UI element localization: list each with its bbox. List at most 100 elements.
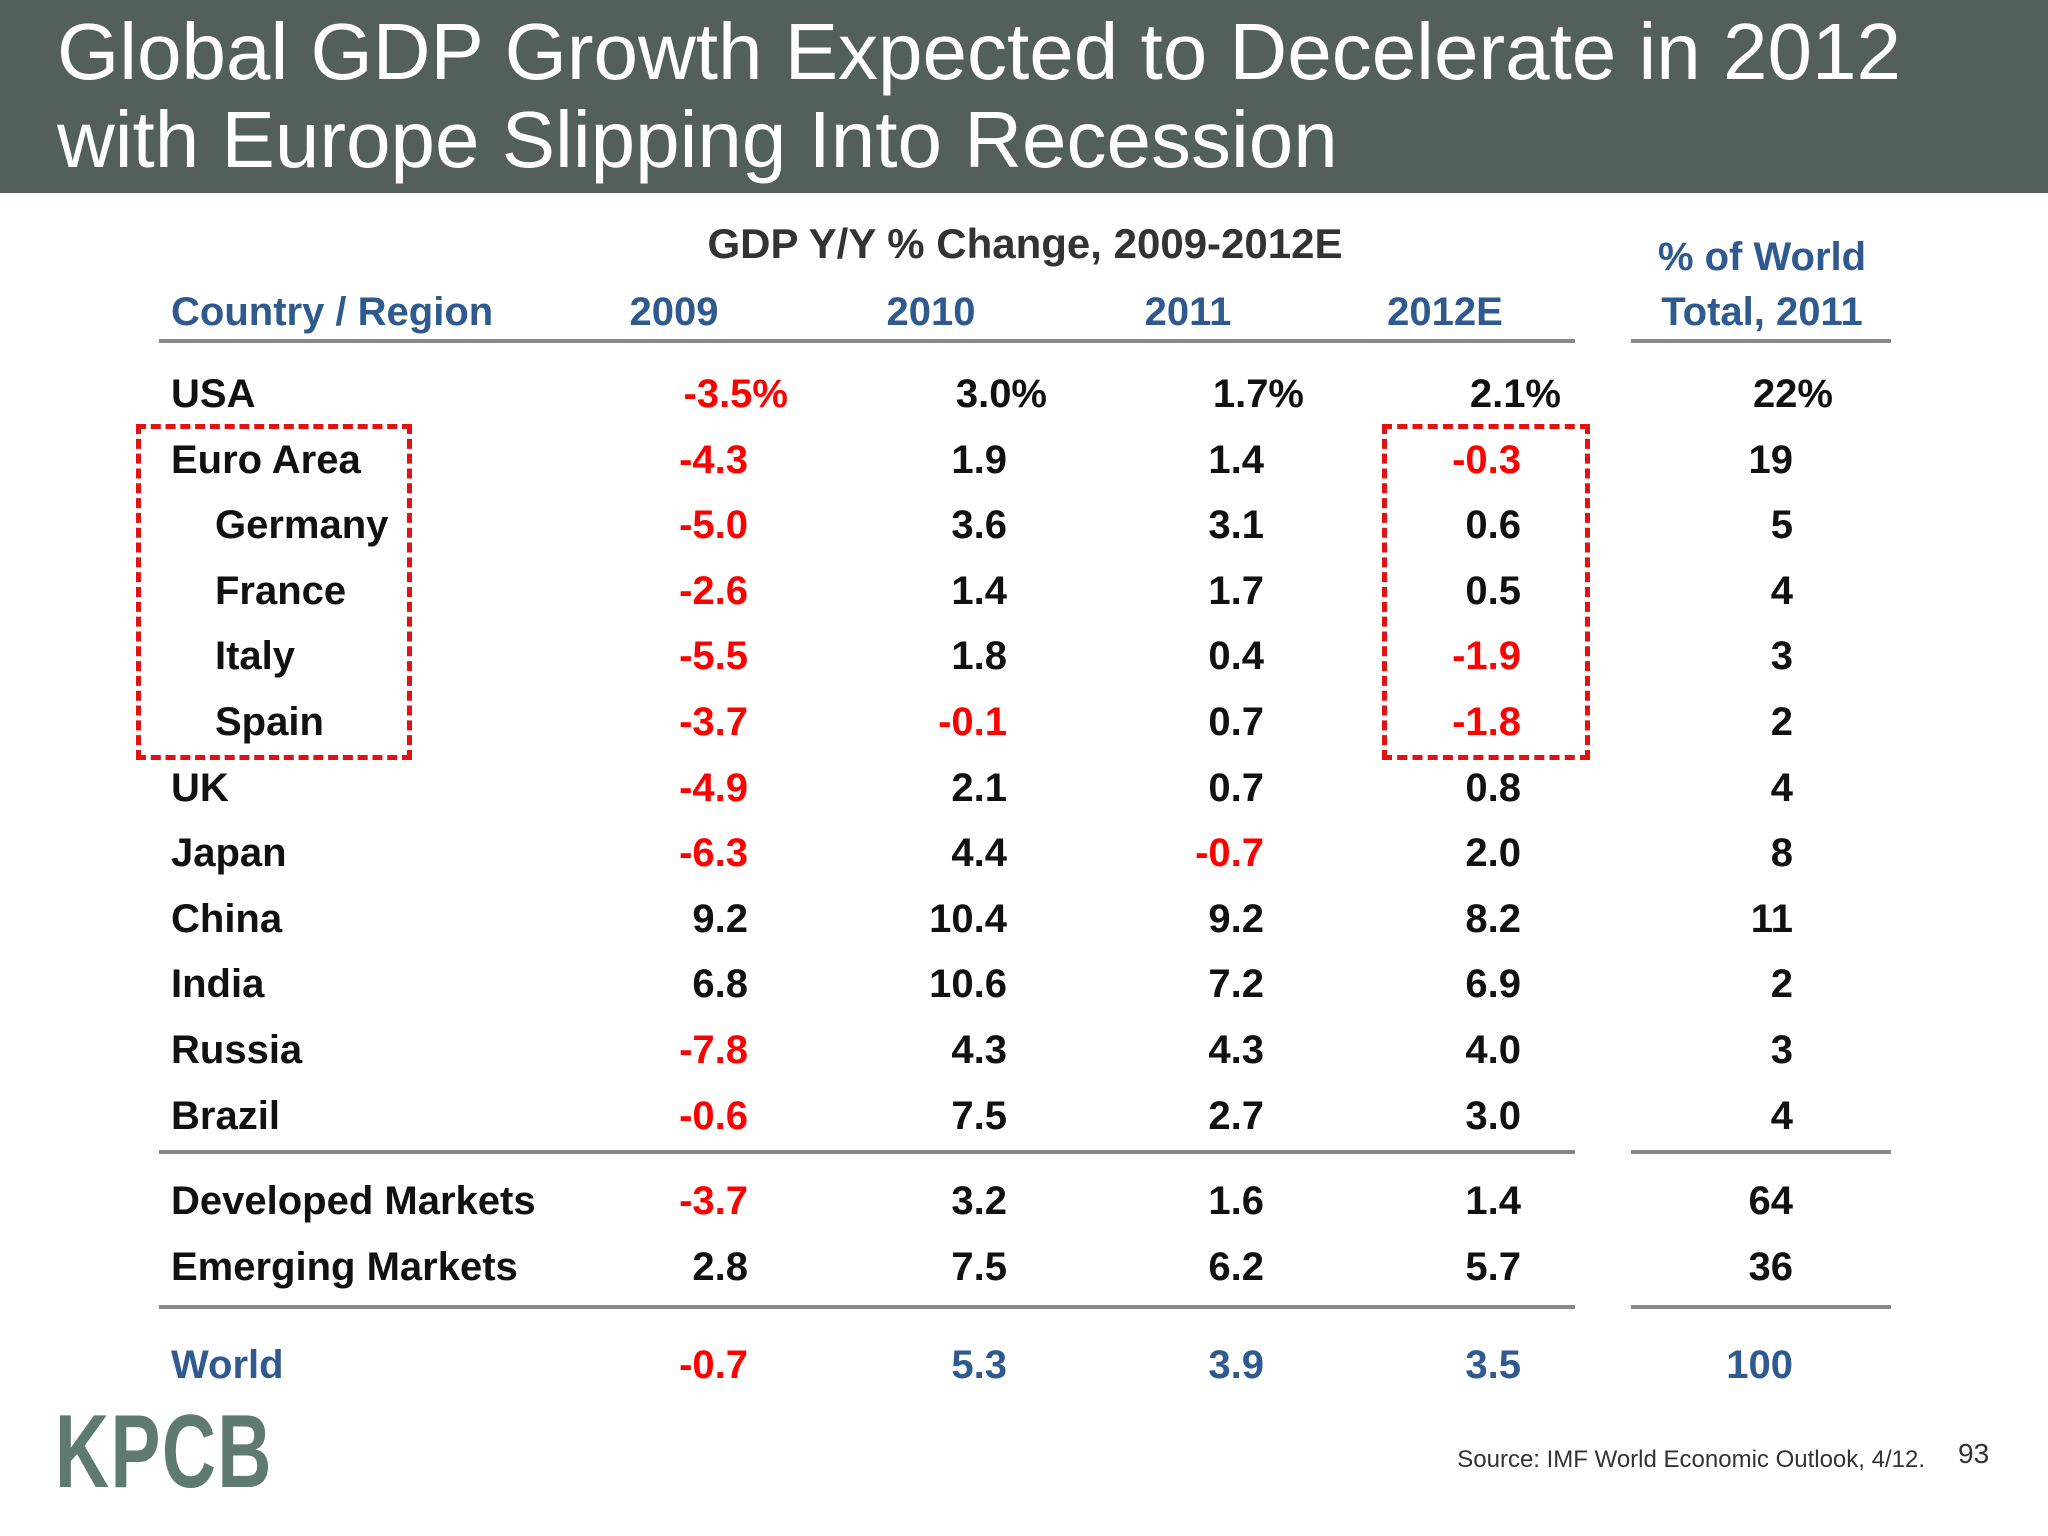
row-label: Japan <box>171 831 287 876</box>
value-2011: 4.3 <box>1208 1028 1264 1072</box>
value-2012e: 0.6 <box>1465 503 1521 548</box>
countries-rule-share <box>1631 1150 1891 1154</box>
world-share-value: 36 <box>1748 1244 1794 1289</box>
value-2009: -3.7 <box>679 700 748 744</box>
value-2011: 1.7% <box>1212 372 1304 416</box>
value-2011: 6.2 <box>1208 1244 1264 1289</box>
column-header-share-line1: % of World <box>1657 235 1867 279</box>
header-rule-share <box>1631 339 1891 343</box>
value-2010: 7.5 <box>951 1093 1007 1138</box>
world-share-value: 3 <box>1770 1028 1793 1072</box>
world-share-value: 4 <box>1770 765 1793 810</box>
value-2009: 6.8 <box>692 962 748 1007</box>
value-2011: 2.7 <box>1208 1093 1264 1138</box>
column-header-country: Country / Region <box>171 290 494 334</box>
value-2010: 3.2 <box>951 1179 1007 1223</box>
world-share-value: 11 <box>1750 896 1793 941</box>
value-2010: 4.4 <box>951 831 1007 876</box>
value-2009: -4.9 <box>679 765 748 810</box>
row-label: Developed Markets <box>171 1179 536 1223</box>
row-label: France <box>215 568 347 613</box>
row-label: Spain <box>215 700 324 744</box>
world-share-value: 19 <box>1748 437 1794 482</box>
column-header-share-line2: Total, 2011 <box>1661 290 1863 334</box>
value-2011: 9.2 <box>1208 896 1264 941</box>
row-label: Germany <box>215 503 389 548</box>
value-2012e: 4.0 <box>1465 1028 1521 1072</box>
value-2010: 3.6 <box>951 503 1007 548</box>
value-2009: -5.0 <box>679 503 748 548</box>
world-share-value: 5 <box>1770 503 1793 548</box>
table-subheading: GDP Y/Y % Change, 2009-2012E <box>707 220 1343 267</box>
value-2010: 1.9 <box>951 437 1007 482</box>
value-2011: 0.7 <box>1208 700 1264 744</box>
value-2011: -0.7 <box>1195 831 1264 876</box>
source-note: Source: IMF World Economic Outlook, 4/12… <box>1457 1446 1925 1473</box>
row-label: India <box>171 962 265 1007</box>
kpcb-logo: KPCB <box>55 1394 273 1510</box>
value-2011: 0.7 <box>1208 765 1264 810</box>
value-2010: 2.1 <box>951 765 1007 810</box>
value-2012e: 0.8 <box>1465 765 1521 810</box>
row-label: Emerging Markets <box>171 1244 518 1289</box>
world-share-value: 8 <box>1770 831 1793 876</box>
world-share-value: 3 <box>1770 634 1793 679</box>
value-2012e: 2.1% <box>1469 372 1561 416</box>
value-2011: 1.7 <box>1208 568 1264 613</box>
world-share-value: 22% <box>1752 372 1833 416</box>
value-2012e: 6.9 <box>1465 962 1521 1007</box>
value-2009: -4.3 <box>679 437 748 482</box>
value-2011: 1.6 <box>1208 1179 1264 1223</box>
value-2012e: 3.0 <box>1465 1093 1521 1138</box>
page-number: 93 <box>1958 1438 1990 1469</box>
title-line-2: with Europe Slipping Into Recession <box>57 95 1338 184</box>
value-2009: -3.7 <box>679 1179 748 1223</box>
world-share-value: 2 <box>1770 700 1793 744</box>
value-2012e: 8.2 <box>1465 896 1521 941</box>
value-2010: 3.0% <box>955 372 1047 416</box>
value-2012e: 0.5 <box>1465 568 1521 613</box>
row-label: World <box>171 1343 284 1387</box>
value-2010: 1.4 <box>951 568 1007 613</box>
value-2012e: 3.5 <box>1465 1343 1521 1387</box>
column-header-2011: 2011 <box>1144 290 1232 334</box>
row-label: Italy <box>215 634 296 679</box>
value-2011: 0.4 <box>1208 634 1264 679</box>
row-label: China <box>171 896 283 941</box>
row-label: Brazil <box>171 1093 280 1138</box>
world-share-value: 100 <box>1726 1343 1793 1387</box>
value-2010: 5.3 <box>951 1343 1007 1387</box>
value-2011: 3.9 <box>1208 1343 1264 1387</box>
value-2010: 1.8 <box>951 634 1007 679</box>
euro-area-countries-highlight-box <box>136 424 412 760</box>
row-label: USA <box>171 372 256 416</box>
value-2009: 9.2 <box>692 896 748 941</box>
value-2009: -0.6 <box>679 1093 748 1138</box>
title-line-1: Global GDP Growth Expected to Decelerate… <box>57 7 1901 96</box>
value-2010: -0.1 <box>938 700 1007 744</box>
value-2009: -6.3 <box>679 831 748 876</box>
value-2012e: 5.7 <box>1465 1244 1521 1289</box>
title-banner: Global GDP Growth Expected to Decelerate… <box>0 0 2048 193</box>
value-2012e: -0.3 <box>1452 437 1521 482</box>
value-2009: -7.8 <box>679 1028 748 1072</box>
euro-area-2012e-highlight-box <box>1382 424 1590 760</box>
world-share-value: 4 <box>1770 568 1793 613</box>
value-2009: -2.6 <box>679 568 748 613</box>
row-label: Euro Area <box>171 437 361 482</box>
value-2012e: 2.0 <box>1465 831 1521 876</box>
value-2009: -3.5% <box>683 372 789 416</box>
aggregates-rule-share <box>1631 1305 1891 1309</box>
value-2010: 7.5 <box>951 1244 1007 1289</box>
value-2012e: 1.4 <box>1465 1179 1521 1223</box>
value-2011: 7.2 <box>1208 962 1264 1007</box>
value-2011: 1.4 <box>1208 437 1264 482</box>
column-header-2010: 2010 <box>886 290 976 334</box>
value-2010: 4.3 <box>951 1028 1007 1072</box>
aggregates-rule-main <box>159 1305 1575 1309</box>
header-rule-main <box>159 339 1575 343</box>
column-header-2012e: 2012E <box>1387 290 1503 334</box>
world-share-value: 64 <box>1748 1179 1794 1223</box>
value-2009: -5.5 <box>679 634 748 679</box>
value-2012e: -1.8 <box>1452 700 1521 744</box>
